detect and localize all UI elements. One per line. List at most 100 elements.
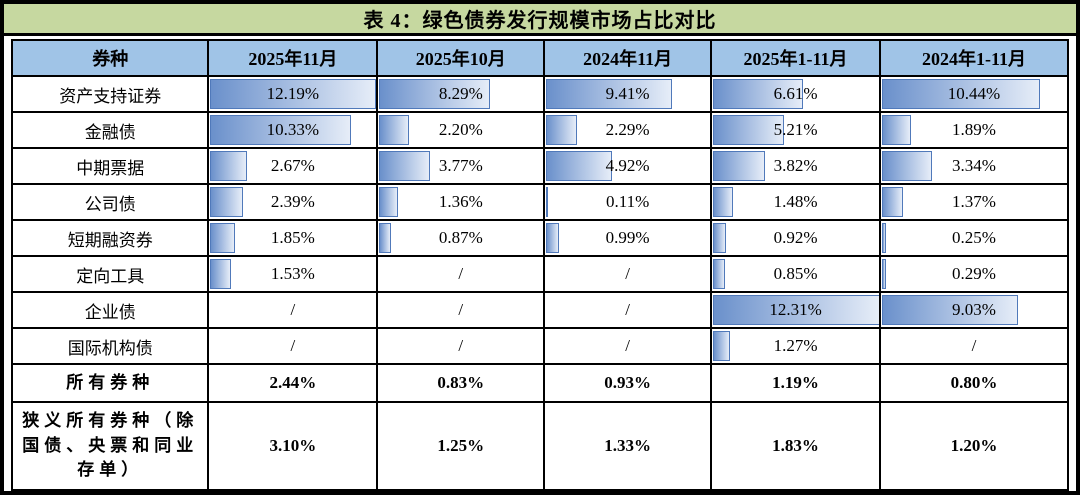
data-bar: [210, 151, 247, 181]
value-text: 0.87%: [438, 228, 483, 247]
value-text: 2.20%: [438, 120, 483, 139]
value-text: 0.93%: [604, 373, 651, 392]
bond-type-label: 所有券种: [10, 363, 210, 403]
bond-type-label: 定向工具: [10, 255, 210, 293]
data-bar: [546, 115, 577, 145]
value-cell: 0.87%: [376, 219, 546, 257]
value-text: 1.36%: [438, 192, 483, 211]
data-bar: [379, 115, 409, 145]
value-cell: 1.36%: [376, 183, 546, 221]
value-cell: 0.85%: [710, 255, 881, 293]
value-text: /: [458, 336, 464, 355]
table-row: 短期融资券 1.85% 0.87% 0.99% 0.92% 0.25%: [10, 219, 1069, 257]
bond-type-label: 金融债: [10, 111, 210, 149]
value-cell: 2.29%: [543, 111, 713, 149]
data-bar: [713, 79, 803, 109]
data-bar: [546, 151, 613, 181]
value-text: 1.53%: [270, 264, 315, 283]
data-bar: [210, 79, 376, 109]
table-row: 所有券种 2.44% 0.83% 0.93% 1.19% 0.80%: [10, 363, 1069, 403]
value-cell: 5.21%: [710, 111, 881, 149]
column-header: 券种: [10, 39, 210, 77]
value-text: 1.27%: [773, 336, 818, 355]
value-cell: 2.39%: [207, 183, 379, 221]
value-text: 0.29%: [952, 264, 996, 283]
value-cell: 6.61%: [710, 75, 881, 113]
value-text: /: [458, 300, 464, 319]
value-cell: /: [543, 327, 713, 365]
value-cell: 1.37%: [879, 183, 1069, 221]
value-text: /: [625, 336, 630, 355]
table-row: 狭义所有券种（除 国债、央票和同业 存单） 3.10% 1.25% 1.33% 1.83…: [10, 401, 1069, 491]
value-text: 0.25%: [952, 228, 996, 247]
green-bond-market-share-table: 券种 2025年11月 2025年10月 2024年11月 2025年1-11月 2024…: [10, 39, 1069, 491]
value-text: 1.85%: [270, 228, 315, 247]
value-text: /: [625, 300, 630, 319]
data-bar: [713, 187, 734, 217]
data-bar: [379, 151, 430, 181]
value-text: 5.21%: [773, 120, 818, 139]
table-container: 券种 2025年11月 2025年10月 2024年11月 2025年1-11月 2024…: [10, 39, 1069, 491]
value-cell: /: [376, 255, 546, 293]
value-text: 10.44%: [947, 84, 1001, 103]
data-bar: [713, 151, 765, 181]
value-cell: /: [207, 291, 379, 329]
value-text: 0.83%: [437, 373, 485, 392]
value-text: 8.29%: [438, 84, 483, 103]
value-cell: 12.19%: [207, 75, 379, 113]
table-row: 国际机构债 / / / 1.27% /: [10, 327, 1069, 365]
value-text: 0.92%: [773, 228, 818, 247]
bond-type-label: 国际机构债: [10, 327, 210, 365]
bond-type-label: 短期融资券: [10, 219, 210, 257]
value-text: 9.03%: [952, 300, 996, 319]
value-text: 0.99%: [605, 228, 650, 247]
value-text: 10.33%: [266, 120, 320, 139]
data-bar: [882, 79, 1040, 109]
value-cell: 9.03%: [879, 291, 1069, 329]
value-cell: 1.85%: [207, 219, 379, 257]
value-text: 0.11%: [605, 192, 650, 211]
bond-type-label: 企业债: [10, 291, 210, 329]
value-text: 1.25%: [437, 436, 485, 455]
value-cell: 0.25%: [879, 219, 1069, 257]
column-header: 2024年11月: [543, 39, 713, 77]
bond-type-label: 资产支持证券: [10, 75, 210, 113]
data-bar: [713, 223, 726, 253]
data-bar: [546, 79, 673, 109]
value-cell: 0.93%: [543, 363, 713, 403]
data-bar: [210, 187, 243, 217]
value-cell: 0.83%: [376, 363, 546, 403]
data-bar: [882, 259, 887, 289]
column-header: 2024年1-11月: [879, 39, 1069, 77]
data-bar: [379, 223, 391, 253]
value-text: 1.19%: [772, 373, 819, 392]
value-text: 2.39%: [270, 192, 315, 211]
header-row: 券种 2025年11月 2025年10月 2024年11月 2025年1-11月 2024…: [10, 39, 1069, 77]
data-bar: [713, 331, 731, 361]
value-cell: 3.82%: [710, 147, 881, 185]
value-cell: 8.29%: [376, 75, 546, 113]
data-bar: [713, 115, 784, 145]
value-cell: 10.44%: [879, 75, 1069, 113]
value-cell: 2.20%: [376, 111, 546, 149]
table-title: 表 4：绿色债券发行规模市场占比对比: [4, 4, 1076, 36]
data-bar: [882, 151, 933, 181]
value-text: /: [290, 336, 296, 355]
value-text: 1.20%: [950, 436, 998, 455]
value-cell: 9.41%: [543, 75, 713, 113]
value-text: /: [625, 264, 630, 283]
value-cell: 10.33%: [207, 111, 379, 149]
value-text: 3.77%: [438, 156, 483, 175]
value-text: 3.82%: [773, 156, 818, 175]
column-header: 2025年10月: [376, 39, 546, 77]
value-text: 12.19%: [266, 84, 320, 103]
value-text: 1.37%: [952, 192, 996, 211]
value-cell: 1.25%: [376, 401, 546, 491]
value-text: 9.41%: [605, 84, 650, 103]
value-cell: 0.99%: [543, 219, 713, 257]
value-cell: /: [543, 255, 713, 293]
value-text: 1.48%: [773, 192, 818, 211]
value-text: 1.33%: [604, 436, 651, 455]
value-text: /: [458, 264, 464, 283]
